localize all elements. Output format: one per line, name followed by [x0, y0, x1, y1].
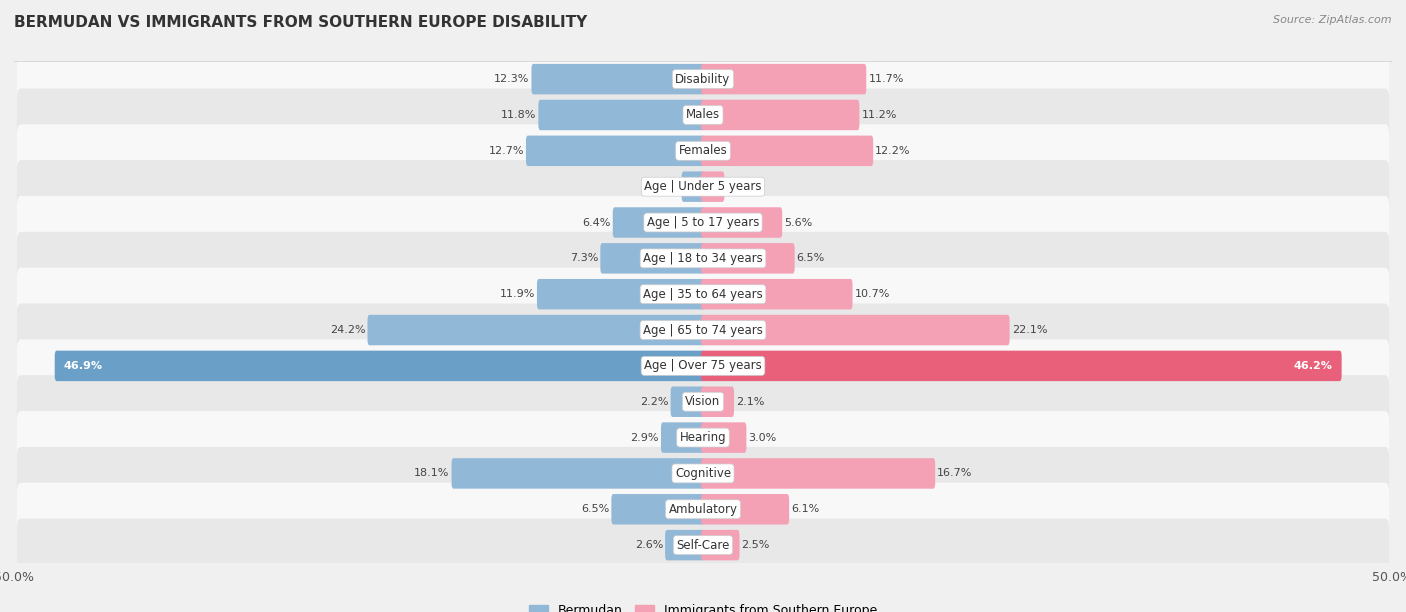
FancyBboxPatch shape: [600, 243, 704, 274]
FancyBboxPatch shape: [702, 494, 789, 524]
Text: 22.1%: 22.1%: [1012, 325, 1047, 335]
Text: Self-Care: Self-Care: [676, 539, 730, 551]
Legend: Bermudan, Immigrants from Southern Europe: Bermudan, Immigrants from Southern Europ…: [524, 599, 882, 612]
FancyBboxPatch shape: [17, 304, 1389, 357]
FancyBboxPatch shape: [702, 422, 747, 453]
Text: 12.2%: 12.2%: [875, 146, 911, 156]
Text: Age | 35 to 64 years: Age | 35 to 64 years: [643, 288, 763, 300]
FancyBboxPatch shape: [702, 207, 782, 237]
Text: Disability: Disability: [675, 73, 731, 86]
Text: 11.8%: 11.8%: [501, 110, 536, 120]
FancyBboxPatch shape: [702, 64, 866, 94]
FancyBboxPatch shape: [702, 279, 852, 310]
FancyBboxPatch shape: [538, 100, 704, 130]
Text: Ambulatory: Ambulatory: [668, 503, 738, 516]
Text: 12.3%: 12.3%: [494, 74, 530, 84]
Text: 12.7%: 12.7%: [488, 146, 524, 156]
FancyBboxPatch shape: [17, 160, 1389, 213]
FancyBboxPatch shape: [702, 100, 859, 130]
Text: 2.2%: 2.2%: [640, 397, 669, 407]
FancyBboxPatch shape: [702, 315, 1010, 345]
FancyBboxPatch shape: [612, 494, 704, 524]
FancyBboxPatch shape: [702, 136, 873, 166]
FancyBboxPatch shape: [682, 171, 704, 202]
Text: 3.0%: 3.0%: [748, 433, 776, 442]
Text: 11.2%: 11.2%: [862, 110, 897, 120]
Text: 6.1%: 6.1%: [792, 504, 820, 514]
FancyBboxPatch shape: [17, 447, 1389, 500]
Text: 2.9%: 2.9%: [630, 433, 659, 442]
FancyBboxPatch shape: [526, 136, 704, 166]
Text: Age | Over 75 years: Age | Over 75 years: [644, 359, 762, 372]
Text: BERMUDAN VS IMMIGRANTS FROM SOUTHERN EUROPE DISABILITY: BERMUDAN VS IMMIGRANTS FROM SOUTHERN EUR…: [14, 15, 588, 31]
Text: 10.7%: 10.7%: [855, 289, 890, 299]
FancyBboxPatch shape: [17, 375, 1389, 428]
FancyBboxPatch shape: [702, 387, 734, 417]
Text: Age | Under 5 years: Age | Under 5 years: [644, 180, 762, 193]
FancyBboxPatch shape: [17, 53, 1389, 106]
Text: 5.6%: 5.6%: [785, 217, 813, 228]
FancyBboxPatch shape: [671, 387, 704, 417]
Text: Females: Females: [679, 144, 727, 157]
Text: Vision: Vision: [685, 395, 721, 408]
FancyBboxPatch shape: [17, 411, 1389, 464]
FancyBboxPatch shape: [531, 64, 704, 94]
FancyBboxPatch shape: [17, 483, 1389, 536]
Text: Age | 18 to 34 years: Age | 18 to 34 years: [643, 252, 763, 265]
FancyBboxPatch shape: [702, 351, 1341, 381]
Text: 2.1%: 2.1%: [737, 397, 765, 407]
Text: 6.5%: 6.5%: [581, 504, 609, 514]
Text: 1.4%: 1.4%: [727, 182, 755, 192]
Text: 2.6%: 2.6%: [634, 540, 664, 550]
Text: 1.4%: 1.4%: [651, 182, 679, 192]
Text: 7.3%: 7.3%: [569, 253, 599, 263]
FancyBboxPatch shape: [17, 232, 1389, 285]
Text: Cognitive: Cognitive: [675, 467, 731, 480]
FancyBboxPatch shape: [17, 340, 1389, 392]
FancyBboxPatch shape: [613, 207, 704, 237]
Text: 46.9%: 46.9%: [63, 361, 103, 371]
Text: 6.4%: 6.4%: [582, 217, 610, 228]
FancyBboxPatch shape: [17, 518, 1389, 572]
FancyBboxPatch shape: [702, 171, 724, 202]
FancyBboxPatch shape: [17, 89, 1389, 141]
Text: 16.7%: 16.7%: [938, 468, 973, 479]
FancyBboxPatch shape: [55, 351, 704, 381]
FancyBboxPatch shape: [451, 458, 704, 488]
FancyBboxPatch shape: [702, 458, 935, 488]
FancyBboxPatch shape: [17, 267, 1389, 321]
Text: Source: ZipAtlas.com: Source: ZipAtlas.com: [1274, 15, 1392, 25]
FancyBboxPatch shape: [702, 530, 740, 561]
Text: 11.9%: 11.9%: [499, 289, 534, 299]
FancyBboxPatch shape: [367, 315, 704, 345]
FancyBboxPatch shape: [665, 530, 704, 561]
Text: 46.2%: 46.2%: [1294, 361, 1333, 371]
FancyBboxPatch shape: [702, 243, 794, 274]
FancyBboxPatch shape: [17, 196, 1389, 249]
Text: Hearing: Hearing: [679, 431, 727, 444]
FancyBboxPatch shape: [661, 422, 704, 453]
FancyBboxPatch shape: [537, 279, 704, 310]
Text: Age | 5 to 17 years: Age | 5 to 17 years: [647, 216, 759, 229]
Text: 18.1%: 18.1%: [415, 468, 450, 479]
Text: 6.5%: 6.5%: [797, 253, 825, 263]
Text: Age | 65 to 74 years: Age | 65 to 74 years: [643, 324, 763, 337]
Text: 24.2%: 24.2%: [330, 325, 366, 335]
Text: 11.7%: 11.7%: [869, 74, 904, 84]
FancyBboxPatch shape: [17, 124, 1389, 177]
Text: Males: Males: [686, 108, 720, 121]
Text: 2.5%: 2.5%: [741, 540, 770, 550]
